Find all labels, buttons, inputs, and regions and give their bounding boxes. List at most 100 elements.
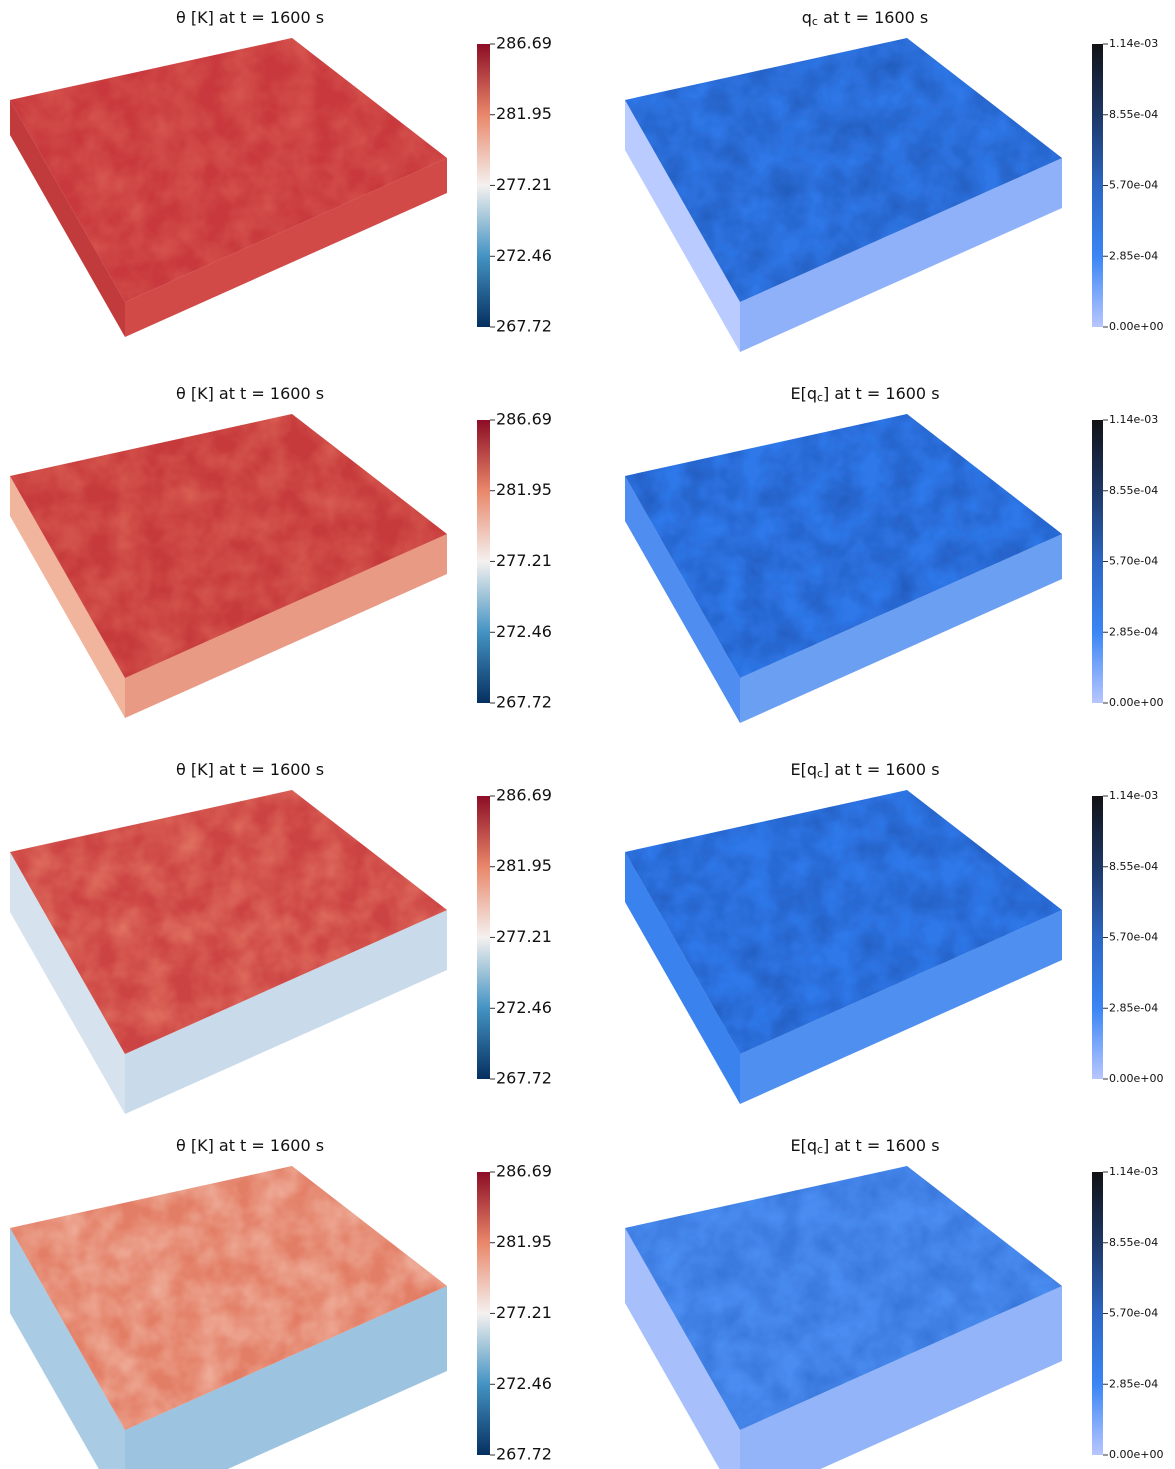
title-text: q (802, 8, 812, 27)
colorbar-tick-label: 286.69 (496, 1162, 552, 1181)
panel-title: E[qc] at t = 1600 s (790, 1136, 939, 1157)
panel: θ [K] at t = 1600 s 286.69 281.95 277.21 272… (10, 8, 552, 337)
colorbar-tick-label: 277.21 (496, 927, 552, 946)
colorbar-tick-label: 281.95 (496, 1232, 552, 1251)
colorbar-tick-label: 281.95 (496, 856, 552, 875)
panel-title: θ [K] at t = 1600 s (176, 1136, 324, 1155)
colorbar-tick-label: 281.95 (496, 480, 552, 499)
volume-texture (625, 38, 1062, 302)
panel: E[qc] at t = 1600 s 1.14e-03 8.55e-04 5.70e… (625, 384, 1163, 723)
volume-left-face (10, 100, 125, 337)
colorbar-tick-label: 272.46 (496, 246, 552, 265)
volume-texture (10, 790, 447, 1054)
volume-texture (10, 414, 447, 678)
colorbar-tick-label: 2.85e-04 (1109, 1377, 1158, 1390)
panel-title: qc at t = 1600 s (802, 8, 928, 29)
title-subscript: c (817, 391, 823, 404)
colorbar-tick-label: 1.14e-03 (1109, 1165, 1158, 1178)
panel: qc at t = 1600 s 1.14e-03 8.55e-04 5.70e-04… (625, 8, 1163, 352)
panel: E[qc] at t = 1600 s 1.14e-03 8.55e-04 5.70e… (625, 1136, 1163, 1469)
panel-title: E[qc] at t = 1600 s (790, 760, 939, 781)
panel: θ [K] at t = 1600 s 286.69 281.95 277.21 272… (10, 1136, 552, 1469)
colorbar-tick-label: 8.55e-04 (1109, 860, 1158, 873)
volume-texture (625, 1166, 1062, 1430)
colorbar (477, 796, 490, 1079)
colorbar-tick-label: 2.85e-04 (1109, 249, 1158, 262)
title-subscript: c (817, 1143, 823, 1156)
colorbar-tick-label: 1.14e-03 (1109, 413, 1158, 426)
volume-right-face (740, 158, 1062, 352)
title-text: E[q (790, 384, 817, 403)
colorbar-tick-label: 5.70e-04 (1109, 1307, 1158, 1320)
colorbar-tick-label: 286.69 (496, 410, 552, 429)
colorbar-tick-label: 267.72 (496, 1445, 552, 1464)
colorbar (1092, 44, 1103, 327)
title-text: θ [K] at t = 1600 s (176, 384, 324, 403)
colorbar-tick-label: 1.14e-03 (1109, 37, 1158, 50)
volume-left-face (10, 1228, 125, 1469)
volume-right-face (740, 910, 1062, 1104)
volume-texture (625, 790, 1062, 1054)
volume-left-face (10, 476, 125, 718)
colorbar-tick-label: 267.72 (496, 1069, 552, 1088)
colorbar (1092, 420, 1103, 703)
colorbar-tick-label: 5.70e-04 (1109, 931, 1158, 944)
colorbar-tick-label: 1.14e-03 (1109, 789, 1158, 802)
colorbar-tick-label: 267.72 (496, 693, 552, 712)
title-text: θ [K] at t = 1600 s (176, 760, 324, 779)
panel: θ [K] at t = 1600 s 286.69 281.95 277.21 272… (10, 384, 552, 718)
volume-left-face (625, 476, 740, 723)
colorbar-tick-label: 277.21 (496, 175, 552, 194)
title-text: E[q (790, 1136, 817, 1155)
title-subscript: c (817, 767, 823, 780)
volume-texture (625, 414, 1062, 678)
colorbar-tick-label: 267.72 (496, 317, 552, 336)
colorbar-tick-label: 8.55e-04 (1109, 1236, 1158, 1249)
volume-right-face (125, 910, 447, 1114)
colorbar-tick-label: 0.00e+00 (1109, 320, 1163, 333)
colorbar-tick-label: 281.95 (496, 104, 552, 123)
panel-title: θ [K] at t = 1600 s (176, 760, 324, 779)
panel-title: E[qc] at t = 1600 s (790, 384, 939, 405)
colorbar-tick-label: 8.55e-04 (1109, 484, 1158, 497)
panel-title: θ [K] at t = 1600 s (176, 8, 324, 27)
title-text: θ [K] at t = 1600 s (176, 1136, 324, 1155)
colorbar-tick-label: 5.70e-04 (1109, 555, 1158, 568)
colorbar-tick-label: 277.21 (496, 1303, 552, 1322)
colorbar-tick-label: 286.69 (496, 34, 552, 53)
colorbar-tick-label: 2.85e-04 (1109, 625, 1158, 638)
colorbar-tick-label: 0.00e+00 (1109, 1072, 1163, 1085)
volume-right-face (125, 1286, 447, 1469)
title-subscript: c (812, 15, 818, 28)
colorbar (477, 44, 490, 327)
colorbar-tick-label: 277.21 (496, 551, 552, 570)
volume-texture (10, 38, 447, 302)
volume-left-face (625, 100, 740, 352)
colorbar (477, 1172, 490, 1455)
volume-left-face (10, 852, 125, 1114)
colorbar (1092, 796, 1103, 1079)
volume-right-face (740, 1286, 1062, 1469)
title-text: θ [K] at t = 1600 s (176, 8, 324, 27)
panel: E[qc] at t = 1600 s 1.14e-03 8.55e-04 5.70e… (625, 760, 1163, 1104)
colorbar-tick-label: 0.00e+00 (1109, 696, 1163, 709)
colorbar-tick-label: 286.69 (496, 786, 552, 805)
volume-texture (10, 1166, 447, 1430)
title-text: at t = 1600 s (818, 8, 928, 27)
colorbar (477, 420, 490, 703)
colorbar-tick-label: 0.00e+00 (1109, 1448, 1163, 1461)
colorbar (1092, 1172, 1103, 1455)
volume-left-face (625, 852, 740, 1104)
volume-left-face (625, 1228, 740, 1469)
title-text: E[q (790, 760, 817, 779)
colorbar-tick-label: 272.46 (496, 1374, 552, 1393)
title-text: ] at t = 1600 s (823, 760, 939, 779)
colorbar-tick-label: 2.85e-04 (1109, 1001, 1158, 1014)
colorbar-tick-label: 272.46 (496, 622, 552, 641)
title-text: ] at t = 1600 s (823, 384, 939, 403)
volume-right-face (125, 534, 447, 718)
colorbar-tick-label: 5.70e-04 (1109, 179, 1158, 192)
volume-right-face (740, 534, 1062, 723)
colorbar-tick-label: 272.46 (496, 998, 552, 1017)
title-text: ] at t = 1600 s (823, 1136, 939, 1155)
